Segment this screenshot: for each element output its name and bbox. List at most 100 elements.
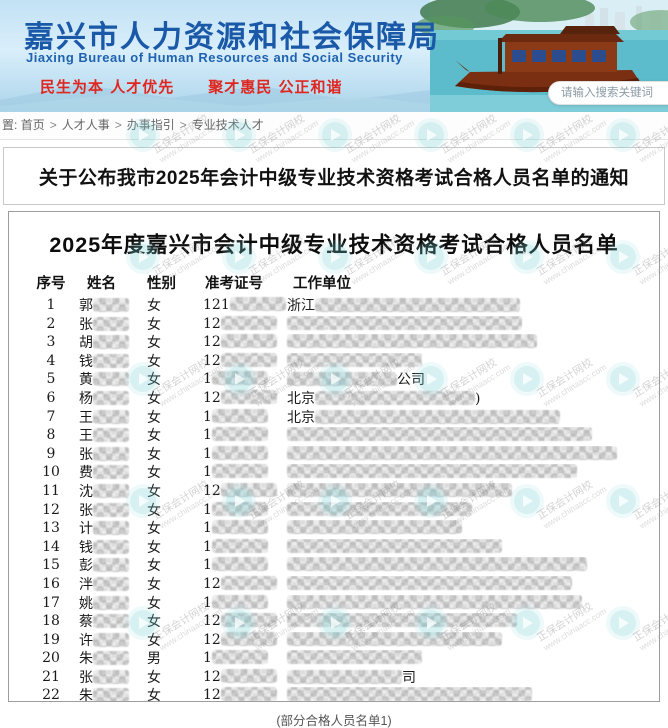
cell-ticket: 12	[197, 389, 285, 406]
cell-gender: 女	[147, 595, 161, 612]
cell-no: 3	[46, 334, 56, 351]
table-row: 9 张女 1	[9, 444, 659, 463]
cell-name: 泮	[77, 574, 139, 594]
unit-redaction	[287, 445, 617, 460]
breadcrumb-item[interactable]: 人才人事	[61, 118, 110, 132]
cell-no: 21	[42, 668, 60, 685]
cell-name: 杨	[77, 388, 139, 408]
cell-unit	[285, 631, 659, 648]
cell-gender: 女	[147, 409, 161, 426]
cell-gender: 女	[147, 539, 161, 556]
cell-unit	[285, 315, 659, 332]
cell-no: 13	[42, 520, 60, 537]
cell-gender: 女	[147, 446, 161, 463]
cell-no: 22	[42, 687, 60, 702]
cell-gender: 女	[147, 353, 161, 370]
cell-name: 王	[77, 407, 139, 427]
cell-name: 沈	[77, 481, 139, 501]
name-redaction	[93, 688, 129, 701]
cell-ticket: 12	[197, 334, 285, 350]
cell-gender: 女	[147, 558, 161, 575]
table-row: 13 计女 1	[9, 518, 659, 537]
table-row: 2 张女 12	[9, 314, 659, 333]
cell-gender: 女	[147, 390, 161, 407]
unit-redaction	[315, 409, 560, 424]
breadcrumb-item[interactable]: 首页	[20, 118, 45, 132]
cell-name: 张	[77, 314, 139, 334]
cell-gender: 女	[147, 298, 161, 314]
cell-unit	[285, 594, 659, 611]
table-body: 1 郭女 121 浙江 2 张女 12 3 胡女 12 4 钱女 12 5 黄女 1 公司 6 杨女 12 北京) 7 王女…	[9, 295, 659, 702]
table-row: 3 胡女 12	[9, 332, 659, 351]
cell-no: 12	[42, 501, 60, 518]
cell-name: 计	[77, 518, 139, 538]
name-redaction	[93, 483, 129, 498]
ticket-redaction	[220, 334, 277, 349]
name-redaction	[93, 446, 129, 461]
cell-no: 18	[42, 613, 60, 630]
ticket-redaction	[211, 371, 268, 386]
breadcrumb-item[interactable]: 办事指引	[126, 118, 175, 132]
org-name-cn: 嘉兴市人力资源和社会保障局	[24, 21, 440, 54]
table-row: 12 张女 1	[9, 500, 659, 519]
table-row: 8 王女 1	[9, 425, 659, 444]
col-header-name: 姓名	[87, 275, 116, 292]
cell-gender: 女	[147, 483, 161, 500]
table-row: 16 泮女 12	[9, 574, 659, 593]
ticket-redaction	[220, 389, 277, 404]
col-header-gender: 性别	[147, 275, 176, 292]
unit-redaction	[287, 372, 397, 387]
cell-no: 17	[42, 594, 60, 611]
cell-gender: 男	[147, 651, 161, 668]
cell-gender: 女	[147, 576, 161, 593]
ticket-redaction	[220, 631, 277, 646]
cell-no: 9	[46, 445, 56, 462]
cell-unit: 司	[285, 667, 659, 687]
cell-name: 朱	[77, 685, 139, 701]
ticket-redaction	[229, 297, 286, 311]
name-redaction	[93, 372, 129, 387]
cell-unit	[285, 464, 659, 480]
header-banner: 嘉兴市人力资源和社会保障局 Jiaxing Bureau of Human Re…	[0, 0, 668, 112]
search-input[interactable]	[561, 82, 668, 104]
cell-no: 11	[42, 482, 60, 499]
cell-no: 8	[46, 427, 56, 444]
name-redaction	[93, 465, 129, 480]
name-redaction	[93, 298, 129, 312]
cell-ticket: 1	[197, 371, 285, 387]
cell-no: 19	[42, 631, 60, 648]
unit-redaction	[287, 501, 472, 516]
ticket-redaction	[220, 352, 277, 367]
cell-name: 朱	[77, 648, 139, 668]
cell-ticket: 12	[197, 687, 285, 701]
cell-ticket: 1	[197, 650, 285, 666]
cell-unit	[285, 557, 659, 573]
unit-redaction	[287, 557, 587, 572]
unit-redaction	[287, 538, 502, 553]
name-redaction	[93, 576, 129, 591]
cell-unit	[285, 575, 659, 592]
cell-ticket: 1	[197, 408, 285, 425]
cell-name: 费	[77, 462, 139, 482]
ticket-redaction	[211, 650, 268, 665]
unit-redaction	[287, 669, 402, 684]
org-name-en: Jiaxing Bureau of Human Resources and So…	[26, 50, 403, 65]
ticket-redaction	[211, 538, 268, 553]
cell-unit	[285, 352, 659, 369]
cell-no: 6	[46, 389, 56, 406]
cell-gender: 女	[147, 688, 161, 702]
cell-ticket: 12	[197, 631, 285, 648]
table-row: 4 钱女 12	[9, 351, 659, 370]
cell-gender: 女	[147, 316, 161, 333]
cell-ticket: 1	[197, 538, 285, 555]
name-redaction	[93, 390, 129, 405]
table-row: 18 蔡女 12	[9, 611, 659, 630]
cell-name: 郭	[77, 295, 139, 315]
ticket-redaction	[211, 501, 268, 516]
table-row: 1 郭女 121 浙江	[9, 295, 659, 314]
unit-redaction	[287, 315, 522, 330]
ticket-redaction	[211, 464, 268, 479]
ticket-redaction	[211, 594, 268, 609]
breadcrumb-item[interactable]: 专业技术人才	[191, 118, 264, 132]
